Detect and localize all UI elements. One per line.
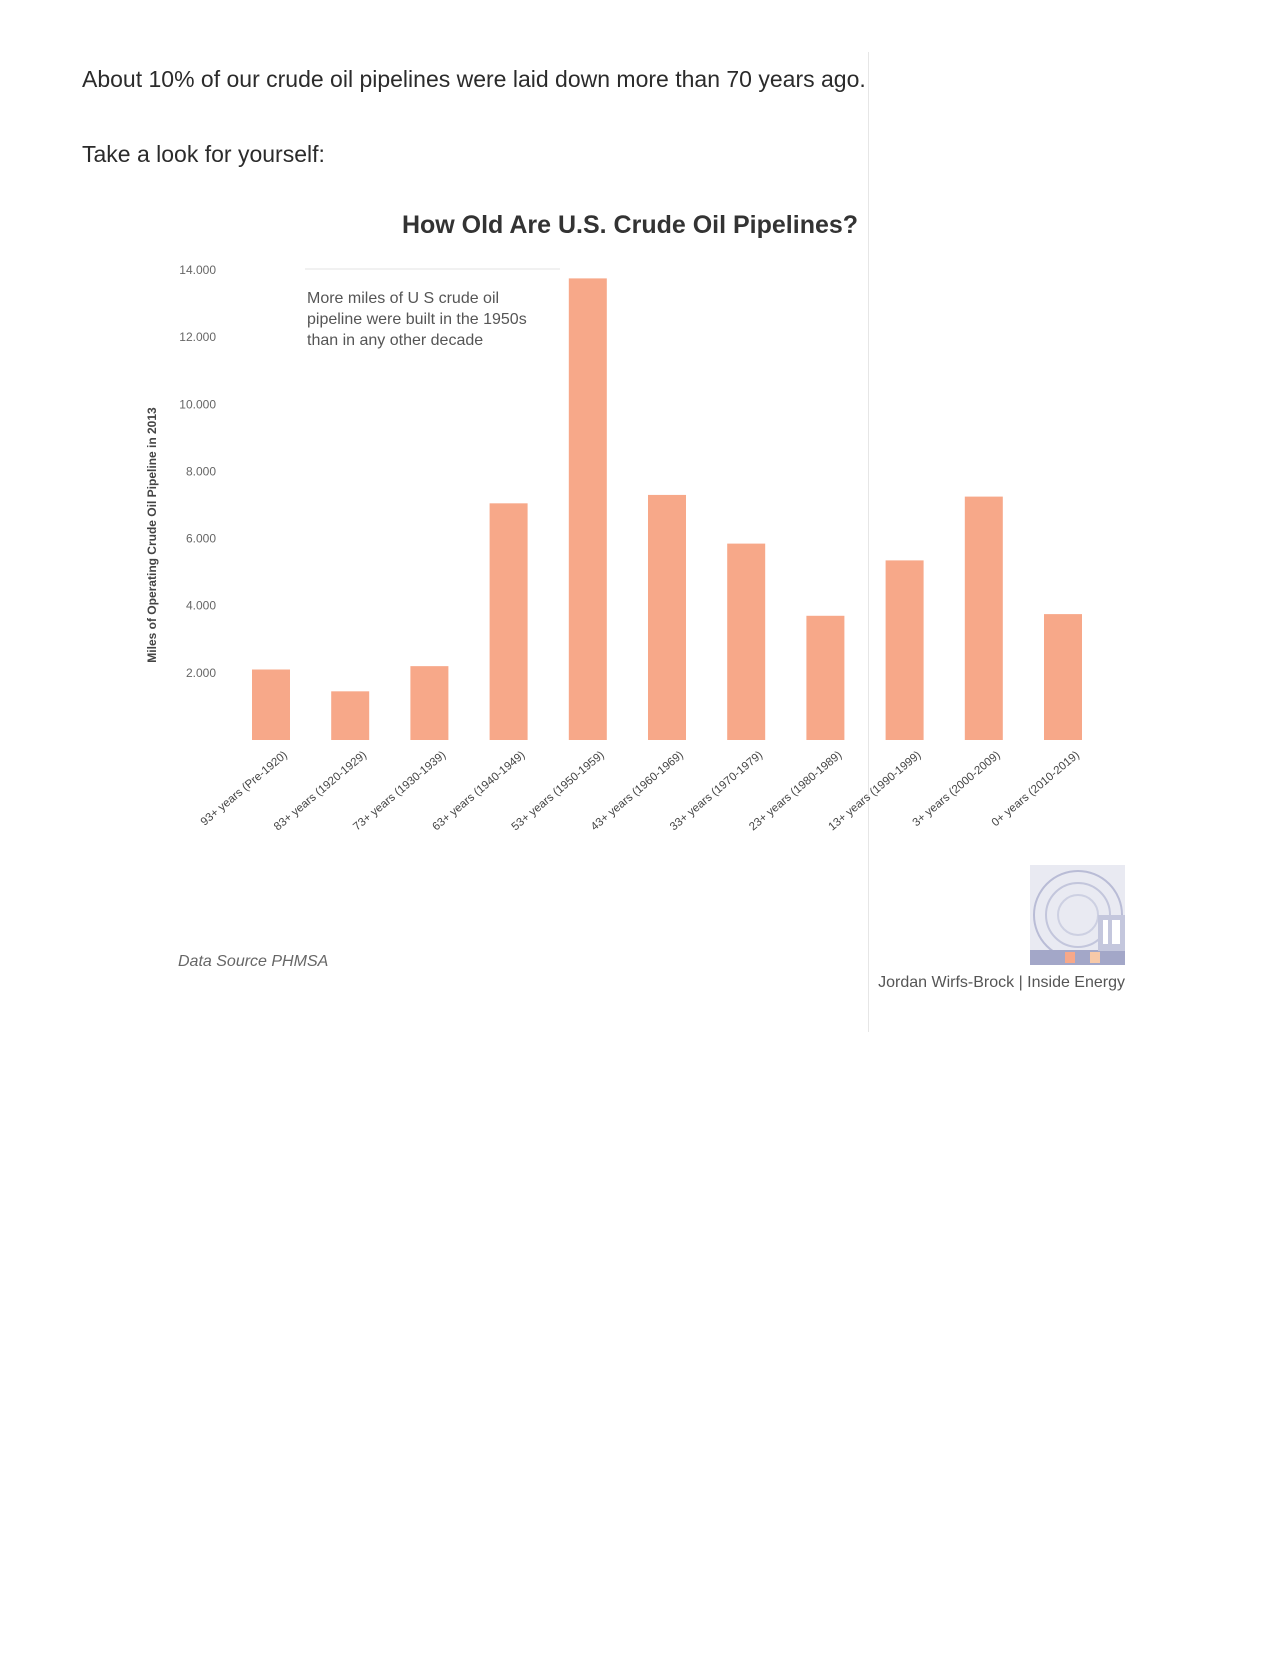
scan-divider-line [868,52,869,1032]
x-axis-ticks: 93+ years (Pre-1920)83+ years (1920-1929… [199,749,1082,833]
bar [331,691,370,740]
bar [568,278,607,740]
y-axis-ticks: 2.000 4.000 6.000 8.000 10.000 12.000 14.000 [179,263,216,680]
bar [648,494,686,740]
lead-in-paragraph: Take a look for yourself: [82,141,325,167]
bar [489,503,528,740]
y-tick-label: 8.000 [186,464,216,478]
y-tick-label: 12.000 [179,330,216,344]
bar [1044,614,1082,740]
bar [410,666,449,740]
y-tick-label: 10.000 [179,397,216,411]
x-tick-label: 3+ years (2000-2009) [911,749,1003,829]
y-axis-label: Miles of Operating Crude Oil Pipeline in… [145,407,159,663]
annotation-line-1: More miles of U S crude oil [307,290,499,307]
x-tick-label: 93+ years (Pre-1920) [199,749,290,828]
chart-annotation: More miles of U S crude oil pipeline wer… [307,290,531,349]
x-tick-label: 0+ years (2010-2019) [990,749,1082,829]
y-tick-label: 14.000 [179,263,216,277]
y-tick-label: 4.000 [186,599,216,613]
y-tick-label: 6.000 [186,532,216,546]
pipeline-age-chart: How Old Are U.S. Crude Oil Pipelines? Mi… [145,211,1125,991]
bars [252,278,1082,740]
chart-title: How Old Are U.S. Crude Oil Pipelines? [402,211,858,239]
data-source: Data Source PHMSA [178,953,328,970]
bar [885,560,924,740]
bar [727,543,766,740]
bar [252,669,290,740]
annotation-line-3: than in any other decade [307,332,483,349]
bar [964,496,1003,740]
chart-credit: Jordan Wirfs-Brock | Inside Energy [878,974,1125,991]
inside-energy-logo-icon [1030,865,1125,965]
x-tick-label: 13+ years (1990-1999) [826,749,923,833]
bar [806,615,845,740]
y-tick-label: 2.000 [186,666,216,680]
annotation-line-2: pipeline were built in the 1950s [307,311,527,328]
intro-paragraph: About 10% of our crude oil pipelines wer… [82,66,866,92]
